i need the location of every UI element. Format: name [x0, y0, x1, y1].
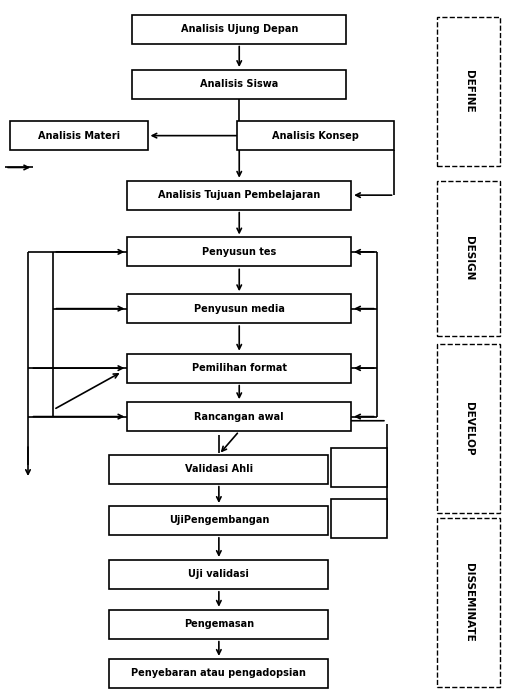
Text: Analisis Ujung Depan: Analisis Ujung Depan	[181, 24, 298, 34]
FancyBboxPatch shape	[127, 294, 351, 323]
Text: Penyusun tes: Penyusun tes	[202, 247, 276, 257]
Text: Validasi Ahli: Validasi Ahli	[185, 464, 253, 474]
Text: Uji validasi: Uji validasi	[188, 570, 249, 579]
FancyBboxPatch shape	[437, 518, 500, 687]
Text: DEVELOP: DEVELOP	[464, 402, 473, 455]
Text: Analisis Tujuan Pembelajaran: Analisis Tujuan Pembelajaran	[158, 190, 320, 200]
FancyBboxPatch shape	[132, 15, 346, 44]
Text: Rancangan awal: Rancangan awal	[194, 412, 284, 421]
FancyBboxPatch shape	[109, 659, 328, 688]
FancyBboxPatch shape	[127, 402, 351, 431]
Text: UjiPengembangan: UjiPengembangan	[168, 516, 269, 525]
FancyBboxPatch shape	[127, 237, 351, 266]
FancyBboxPatch shape	[127, 181, 351, 210]
FancyBboxPatch shape	[331, 499, 387, 538]
FancyBboxPatch shape	[109, 506, 328, 535]
FancyBboxPatch shape	[109, 455, 328, 484]
Text: DESIGN: DESIGN	[464, 236, 473, 281]
FancyBboxPatch shape	[237, 121, 394, 150]
FancyBboxPatch shape	[437, 17, 500, 166]
Text: DEFINE: DEFINE	[464, 71, 473, 113]
Text: Pemilihan format: Pemilihan format	[192, 363, 287, 373]
FancyBboxPatch shape	[331, 448, 387, 487]
Text: Analisis Siswa: Analisis Siswa	[200, 80, 278, 89]
Text: Penyebaran atau pengadopsian: Penyebaran atau pengadopsian	[131, 668, 306, 678]
Text: Penyusun media: Penyusun media	[194, 304, 285, 313]
Text: Analisis Konsep: Analisis Konsep	[272, 131, 359, 140]
FancyBboxPatch shape	[437, 344, 500, 513]
Text: DISSEMINATE: DISSEMINATE	[464, 563, 473, 641]
FancyBboxPatch shape	[437, 181, 500, 336]
FancyBboxPatch shape	[10, 121, 148, 150]
FancyBboxPatch shape	[132, 70, 346, 99]
FancyBboxPatch shape	[109, 610, 328, 639]
FancyBboxPatch shape	[109, 560, 328, 589]
Text: Analisis Materi: Analisis Materi	[38, 131, 120, 140]
FancyBboxPatch shape	[127, 354, 351, 383]
Text: Pengemasan: Pengemasan	[184, 619, 254, 629]
